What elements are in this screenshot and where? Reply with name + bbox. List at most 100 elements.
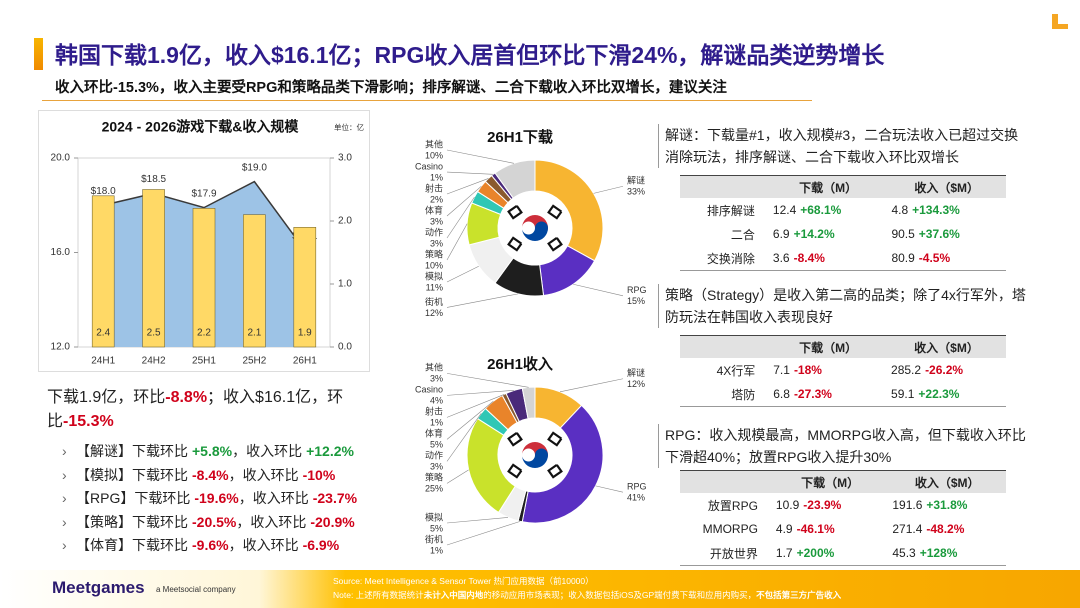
summary: 下载1.9亿，环比-8.8%；收入$16.1亿，环比-15.3% (47, 386, 365, 434)
table-row: 交换消除 3.6 -8.4% 80.9 -4.5% (680, 246, 1006, 271)
note-part: 的移动应用市场表现；收入数据包括iOS及GP端付费下载和应用内购买， (483, 590, 757, 600)
bullet-tag: 【体育】 (76, 537, 132, 553)
bar-label: 1.9 (298, 328, 312, 339)
slice-value: 1% (430, 545, 443, 555)
leader-line (446, 293, 519, 308)
flag-trigram (547, 236, 563, 252)
table-row: 放置RPG 10.9 -23.9% 191.6 +31.8% (680, 493, 1006, 517)
bullet: › 【体育】下载环比 -9.6%，收入环比 -6.9% (62, 534, 357, 558)
y2-tick-label: 0.0 (338, 342, 352, 353)
bullet-value: +5.8% (192, 443, 233, 459)
leader-line (446, 171, 494, 175)
summary-part: ；收入$16.1亿，环比 (47, 389, 344, 430)
flag-trigram (547, 431, 563, 447)
cell-value: 6.8 (773, 387, 790, 401)
slice-label: 策略 (425, 248, 443, 259)
brand: Meetgames (52, 578, 145, 597)
corner-icon (1052, 14, 1068, 29)
leader-line (446, 149, 515, 164)
slice-label: 射击 (425, 182, 443, 193)
cell-value: 90.5 (891, 227, 915, 241)
cell-change: +200% (796, 546, 835, 560)
bullet-value: -8.4% (192, 466, 229, 483)
bar (142, 189, 165, 348)
row-name: 二合 (730, 227, 755, 242)
cell-value: 6.9 (772, 227, 790, 241)
bullet-value: -23.7% (312, 490, 358, 506)
table-row: 开放世界 1.7 +200% 45.3 +128% (680, 541, 1006, 566)
leader-line (446, 390, 515, 396)
bullet-arrow: › (62, 443, 67, 459)
note-part: Note: 上述所有数据统计 (333, 590, 424, 600)
bullet-list: › 【解谜】下载环比 +5.8%，收入环比 +12.2% › 【模拟】下载环比 -8.4%，… (62, 440, 357, 558)
slice-label: 策略 (425, 472, 443, 483)
cell-value: 7.1 (773, 363, 790, 377)
slice-label: Casino (415, 385, 443, 395)
donut-slice (494, 159, 536, 199)
value-cell: 59.1 +22.3% (887, 382, 1006, 407)
donut-slice (521, 404, 604, 524)
footer (0, 570, 1080, 608)
donut-slice (521, 386, 536, 420)
slice-label: RPG (627, 482, 647, 492)
slice-label: 动作 (425, 450, 443, 461)
slice-value: 15% (627, 296, 645, 306)
leader-line (559, 378, 624, 393)
bullet-label: ，收入环比 (238, 490, 309, 506)
value-cell: 285.2 -26.2% (887, 358, 1006, 382)
flag-trigram (507, 204, 523, 220)
leader-line (446, 196, 475, 239)
bullet-arrow: › (62, 537, 67, 553)
leader-line (446, 394, 505, 418)
cell-change: -8.4% (793, 251, 825, 265)
leader-line (446, 178, 489, 195)
y-tick-label: 16.0 (51, 247, 71, 258)
value-cell: 10.9 -23.9% (772, 493, 888, 517)
panel-table: 下载（M） 收入（$M） 放置RPG 10.9 -23.9% 191.6 +31.8% MMO… (680, 470, 1006, 566)
note-part: 不包括第三方广告收入 (756, 590, 842, 600)
slice-label: 街机 (425, 296, 443, 307)
bullet-tag: 【策略】 (76, 513, 132, 530)
area-line (103, 180, 306, 251)
panel-table: 下载（M） 收入（$M） 排序解谜 12.4 +68.1% 4.8 +134.3% 二合 6.9… (680, 175, 1006, 271)
bullet: › 【RPG】下载环比 -19.6%，收入环比 -23.7% (62, 487, 357, 511)
row-name: 交换消除 (706, 251, 755, 266)
bullet-tag: 【RPG】 (76, 490, 135, 506)
header-cell: 下载（M） (768, 175, 888, 198)
cell-change: +128% (919, 546, 958, 560)
slice-value: 3% (430, 216, 443, 226)
leader-line (446, 521, 521, 546)
slice-value: 1% (430, 172, 443, 182)
slice-label: 体育 (425, 428, 443, 439)
panel-text: 解谜：下载量#1，收入规模#3，二合玩法收入已超过交换消除玩法，排序解谜、二合下… (658, 124, 1030, 168)
x-tick-label: 26H1 (293, 356, 317, 367)
slice-value: 11% (426, 282, 443, 292)
cell-change: -26.2% (925, 363, 964, 377)
flag-trigram (507, 463, 523, 479)
cell-value: 285.2 (891, 363, 922, 377)
cell-value: 271.4 (892, 522, 923, 536)
bullet-arrow: › (62, 466, 67, 483)
leader-line (446, 265, 479, 283)
row-name: MMORPG (702, 522, 758, 536)
value-cell: 191.6 +31.8% (888, 493, 1006, 517)
header-cell (680, 175, 769, 198)
cell-change: +22.3% (918, 387, 960, 401)
slice-label: 体育 (425, 204, 443, 215)
bar-label: 2.1 (247, 328, 261, 339)
chart-title: 26H1下载 (487, 128, 553, 146)
slice-value: 10% (425, 150, 443, 160)
table-row: 塔防 6.8 -27.3% 59.1 +22.3% (680, 382, 1006, 407)
donut-slice (534, 159, 604, 262)
bullet-value: +12.2% (306, 443, 354, 459)
leader-line (446, 373, 529, 388)
flag-trigram (547, 204, 563, 220)
value-cell: 6.8 -27.3% (769, 382, 887, 407)
row-name: 排序解谜 (706, 203, 755, 218)
bullet: › 【解谜】下载环比 +5.8%，收入环比 +12.2% (62, 440, 357, 464)
bullet-label: 下载环比 (134, 490, 191, 506)
table-row: 4X行军 7.1 -18% 285.2 -26.2% (680, 358, 1006, 382)
slice-value: 3% (430, 374, 443, 384)
leader-line (446, 517, 509, 524)
bullet-label: ，收入环比 (228, 466, 299, 483)
